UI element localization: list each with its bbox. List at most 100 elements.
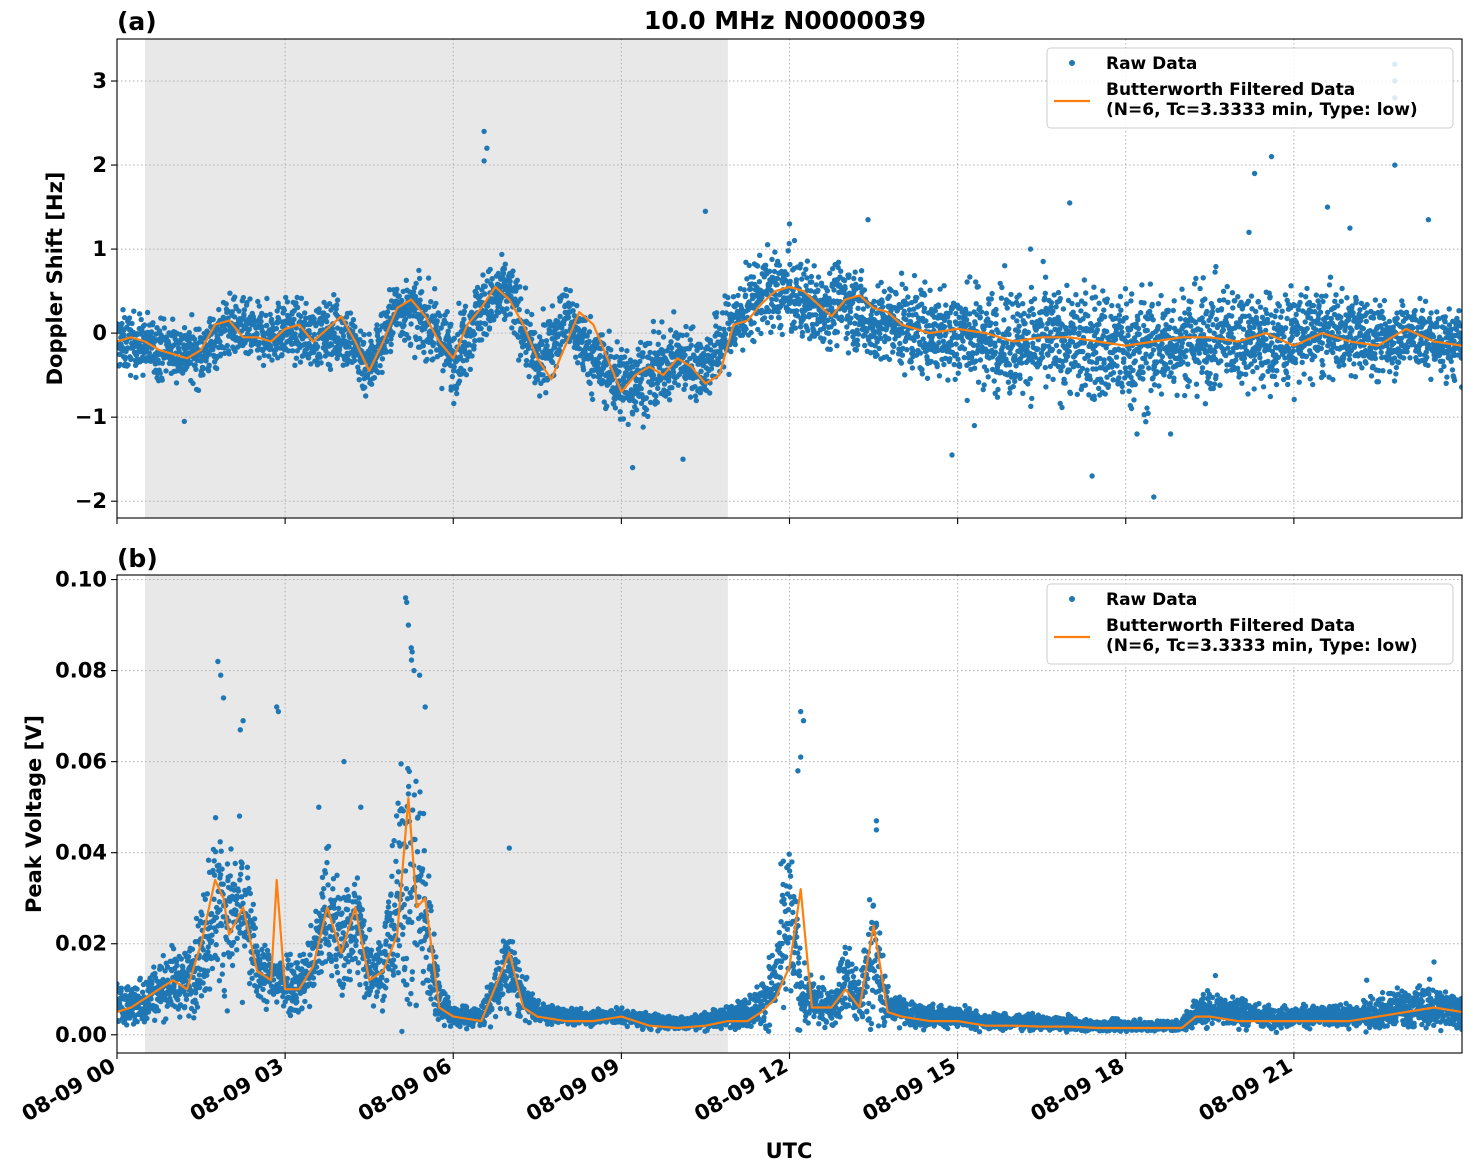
raw-data-point: [952, 376, 958, 383]
raw-data-point: [1073, 292, 1079, 298]
raw-data-point: [1064, 282, 1070, 289]
raw-data-point: [787, 278, 793, 285]
raw-data-point: [544, 377, 551, 383]
raw-data-point: [655, 385, 661, 391]
raw-data-point: [1283, 325, 1289, 331]
raw-data-point: [1029, 306, 1035, 312]
raw-data-point: [157, 370, 163, 376]
raw-data-point: [591, 373, 597, 379]
raw-data-point: [963, 317, 970, 323]
raw-data-point: [669, 345, 675, 351]
raw-data-point: [1042, 274, 1049, 280]
raw-data-point: [159, 377, 165, 383]
raw-data-point: [953, 351, 960, 358]
raw-data-point: [897, 340, 903, 347]
raw-data-point: [396, 293, 402, 299]
raw-data-point: [768, 314, 774, 320]
raw-data-point: [523, 349, 529, 356]
raw-data-point: [148, 329, 155, 335]
raw-data-point: [911, 272, 918, 279]
raw-data-point: [1186, 306, 1192, 312]
raw-data-point: [1132, 381, 1138, 388]
raw-data-point: [1353, 297, 1359, 303]
raw-data-point: [1012, 378, 1018, 384]
raw-data-point: [275, 315, 282, 322]
raw-data-point: [880, 304, 886, 310]
raw-data-point: [903, 285, 909, 292]
raw-data-point: [799, 276, 805, 282]
raw-data-point: [1143, 419, 1149, 425]
raw-data-point: [772, 249, 778, 255]
raw-data-point: [416, 267, 422, 274]
raw-data-point: [444, 309, 450, 315]
raw-data-point: [1321, 372, 1327, 378]
raw-data-point: [450, 348, 456, 354]
raw-data-point: [1253, 308, 1259, 315]
raw-data-point: [346, 344, 352, 350]
raw-data-point: [386, 287, 393, 293]
raw-data-point: [945, 377, 951, 383]
raw-data-point: [1008, 291, 1014, 298]
raw-data-point: [270, 321, 276, 327]
raw-data-point: [491, 317, 497, 323]
raw-data-point: [573, 354, 579, 360]
raw-data-point: [1394, 315, 1400, 322]
raw-data-point: [1061, 337, 1068, 344]
raw-data-point: [379, 369, 385, 376]
raw-data-point: [813, 312, 819, 318]
raw-data-point: [543, 338, 550, 344]
raw-data-point: [352, 324, 358, 330]
raw-data-point: [660, 334, 667, 340]
raw-data-point: [776, 315, 782, 321]
raw-data-point: [1131, 397, 1137, 403]
raw-data-point: [456, 300, 462, 306]
raw-data-point: [377, 363, 383, 369]
raw-data-point: [1239, 380, 1245, 386]
night-shaded-region: [145, 39, 728, 518]
raw-data-point: [808, 288, 814, 294]
raw-data-point: [1372, 297, 1379, 303]
raw-data-point: [1171, 375, 1177, 381]
raw-data-point: [516, 357, 522, 363]
raw-data-point: [574, 302, 580, 309]
raw-data-point: [434, 318, 440, 324]
raw-data-point: [638, 339, 644, 346]
raw-data-point: [274, 320, 281, 326]
raw-data-point: [683, 323, 689, 330]
raw-data-point: [653, 393, 659, 399]
raw-data-point: [675, 382, 681, 388]
raw-data-point: [1128, 298, 1134, 304]
raw-data-point: [1113, 354, 1120, 360]
raw-data-point: [279, 352, 285, 358]
raw-data-point: [1273, 381, 1280, 388]
raw-data-point: [281, 307, 287, 313]
raw-data-point: [486, 325, 493, 331]
raw-data-point: [509, 273, 515, 279]
raw-data-point: [581, 326, 588, 332]
raw-data-point: [408, 341, 414, 347]
raw-data-point: [1378, 349, 1384, 356]
raw-data-point: [1229, 290, 1236, 296]
raw-data-point: [1064, 353, 1071, 359]
raw-data-point: [1182, 310, 1188, 316]
raw-data-point: [437, 313, 443, 319]
raw-data-point: [355, 364, 361, 370]
raw-data-point: [410, 289, 417, 295]
raw-data-point: [1118, 307, 1124, 313]
raw-data-point: [456, 378, 463, 384]
raw-data-point: [1401, 355, 1407, 361]
raw-data-point: [847, 308, 854, 315]
raw-data-point: [163, 334, 170, 340]
raw-data-point: [1043, 384, 1049, 390]
raw-data-point: [1212, 269, 1218, 275]
raw-data-point: [399, 297, 405, 304]
raw-data-point: [1304, 285, 1310, 292]
raw-data-point: [273, 346, 279, 352]
raw-data-point: [285, 348, 292, 354]
raw-data-point: [451, 400, 457, 407]
raw-data-point: [761, 315, 768, 321]
raw-data-point: [276, 304, 282, 310]
raw-data-point: [858, 268, 865, 274]
raw-data-point: [1081, 277, 1088, 283]
raw-data-point: [1285, 381, 1291, 388]
